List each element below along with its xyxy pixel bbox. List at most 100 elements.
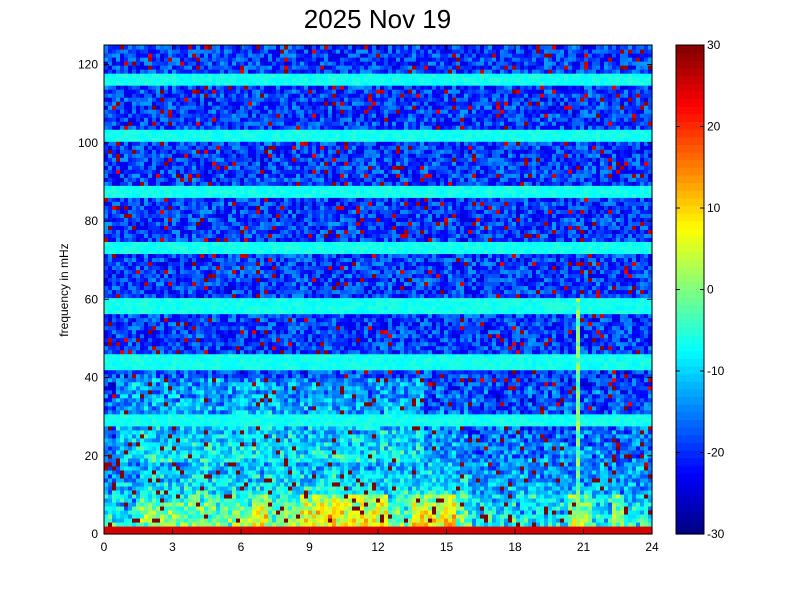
heatmap-cell	[256, 65, 261, 70]
heatmap-cell	[152, 417, 157, 423]
heatmap-cell	[192, 477, 197, 483]
heatmap-cell	[208, 281, 213, 287]
heatmap-cell	[116, 221, 121, 226]
heatmap-cell	[188, 449, 193, 455]
heatmap-cell	[208, 389, 213, 395]
heatmap-cell	[264, 425, 269, 431]
heatmap-cell	[172, 473, 177, 479]
heatmap-cell	[216, 445, 221, 451]
heatmap-cell	[208, 377, 213, 383]
heatmap-cell	[228, 425, 233, 431]
heatmap-cell	[116, 477, 121, 483]
heatmap-cell	[140, 301, 145, 307]
heatmap-cell	[124, 493, 129, 499]
heatmap-cell	[260, 281, 265, 287]
heatmap-cell	[192, 505, 197, 511]
heatmap-cell	[216, 337, 221, 343]
heatmap-cell	[104, 377, 109, 383]
heatmap-cell	[156, 141, 161, 146]
heatmap-cell	[184, 345, 189, 351]
heatmap-cell	[220, 497, 225, 503]
heatmap-cell	[136, 61, 141, 66]
heatmap-cell	[240, 369, 245, 375]
heatmap-cell	[244, 201, 249, 206]
heatmap-cell	[180, 337, 185, 343]
heatmap-cell	[128, 281, 133, 287]
heatmap-cell	[124, 193, 129, 198]
heatmap-cell	[144, 201, 149, 206]
heatmap-cell	[192, 509, 197, 515]
heatmap-cell	[196, 245, 201, 251]
heatmap-cell	[148, 125, 153, 130]
heatmap-cell	[176, 433, 181, 439]
heatmap-cell	[252, 409, 257, 415]
heatmap-cell	[240, 121, 245, 126]
heatmap-cell	[216, 149, 221, 154]
heatmap-cell	[160, 517, 165, 523]
heatmap-cell	[224, 505, 229, 511]
heatmap-cell	[116, 253, 121, 259]
heatmap-cell	[176, 393, 181, 399]
heatmap-cell	[116, 349, 121, 355]
heatmap-cell	[124, 393, 129, 399]
heatmap-cell	[220, 365, 225, 371]
heatmap-cell	[260, 369, 265, 375]
heatmap-cell	[192, 105, 197, 110]
heatmap-cell	[248, 181, 253, 186]
heatmap-cell	[240, 197, 245, 202]
heatmap-cell	[108, 457, 113, 463]
heatmap-cell	[108, 381, 113, 387]
heatmap-cell	[196, 505, 201, 511]
heatmap-cell	[144, 437, 149, 443]
heatmap-cell	[104, 45, 109, 50]
heatmap-cell	[252, 237, 257, 242]
heatmap-cell	[192, 289, 197, 295]
heatmap-cell	[220, 145, 225, 150]
heatmap-cell	[180, 485, 185, 491]
heatmap-cell	[128, 489, 133, 495]
heatmap-cell	[228, 453, 233, 459]
heatmap-cell	[128, 69, 133, 74]
heatmap-cell	[128, 233, 133, 238]
heatmap-cell	[172, 421, 177, 427]
heatmap-cell	[164, 141, 169, 146]
heatmap-cell	[116, 53, 121, 58]
heatmap-cell	[252, 101, 257, 106]
heatmap-cell	[200, 129, 205, 134]
heatmap-cell	[188, 525, 193, 531]
heatmap-cell	[128, 49, 133, 54]
heatmap-cell	[180, 165, 185, 170]
heatmap-cell	[112, 401, 117, 407]
heatmap-cell	[156, 473, 161, 479]
heatmap-cell	[264, 513, 269, 519]
heatmap-cell	[224, 129, 229, 134]
heatmap-cell	[160, 353, 165, 359]
heatmap-cell	[152, 93, 157, 98]
heatmap-cell	[228, 369, 233, 375]
heatmap-cell	[156, 233, 161, 238]
heatmap-cell	[164, 53, 169, 58]
heatmap-cell	[216, 477, 221, 483]
heatmap-cell	[116, 301, 121, 307]
heatmap-cell	[148, 341, 153, 347]
heatmap-cell	[140, 245, 145, 251]
heatmap-cell	[256, 309, 261, 315]
heatmap-cell	[128, 181, 133, 186]
heatmap-cell	[264, 433, 269, 439]
heatmap-cell	[184, 521, 189, 527]
heatmap-cell	[232, 489, 237, 495]
heatmap-cell	[168, 305, 173, 311]
heatmap-cell	[212, 361, 217, 367]
heatmap-cell	[104, 317, 109, 323]
heatmap-cell	[192, 329, 197, 335]
heatmap-cell	[112, 113, 117, 118]
heatmap-cell	[160, 525, 165, 531]
heatmap-cell	[192, 357, 197, 363]
heatmap-cell	[236, 353, 241, 359]
heatmap-cell	[180, 433, 185, 439]
heatmap-cell	[168, 153, 173, 158]
heatmap-cell	[236, 105, 241, 110]
heatmap-cell	[252, 189, 257, 194]
heatmap-cell	[164, 341, 169, 347]
heatmap-cell	[260, 137, 265, 142]
